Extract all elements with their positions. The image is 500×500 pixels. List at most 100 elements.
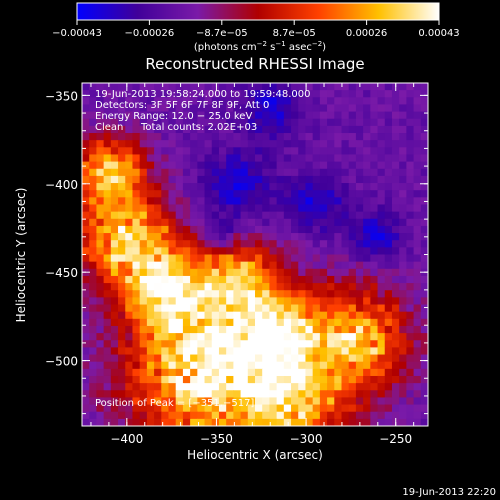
heatmap-cell — [269, 297, 278, 306]
heatmap-cell — [420, 240, 428, 248]
heatmap-cell — [161, 140, 170, 148]
heatmap-cell — [319, 390, 328, 399]
heatmap-cell — [348, 311, 357, 320]
heatmap-cell — [103, 83, 112, 91]
heatmap-cell — [276, 240, 285, 248]
heatmap-cell — [218, 233, 227, 241]
heatmap-cell — [413, 168, 422, 177]
heatmap-cell — [247, 340, 256, 348]
heatmap-cell — [161, 275, 170, 284]
heatmap-cell — [247, 361, 256, 370]
heatmap-cell — [334, 404, 343, 413]
heatmap-cell — [154, 211, 162, 220]
heatmap-cell — [399, 290, 407, 298]
heatmap-cell — [82, 218, 90, 227]
heatmap-cell — [226, 161, 234, 170]
heatmap-cell — [175, 254, 184, 263]
x-tick-label: −400 — [110, 432, 143, 446]
heatmap-cell — [406, 125, 415, 134]
heatmap-cell — [146, 290, 155, 298]
heatmap-cell — [182, 161, 191, 170]
heatmap-cell — [96, 383, 105, 391]
heatmap-cell — [146, 125, 155, 134]
heatmap-cell — [146, 175, 155, 184]
heatmap-cell — [420, 175, 428, 184]
heatmap-cell — [96, 211, 105, 220]
heatmap-cell — [154, 197, 162, 206]
heatmap-cell — [103, 211, 112, 220]
heatmap-cell — [413, 161, 422, 170]
heatmap-cell — [139, 411, 148, 420]
heatmap-cell — [197, 154, 206, 163]
heatmap-cell — [291, 183, 299, 191]
heatmap-cell — [182, 125, 191, 134]
heatmap-cell — [168, 290, 177, 298]
heatmap-cell — [420, 133, 428, 141]
heatmap-cell — [413, 354, 422, 363]
heatmap-cell — [197, 168, 206, 177]
heatmap-cell — [377, 168, 386, 177]
heatmap-cell — [240, 275, 249, 284]
heatmap-cell — [298, 225, 307, 234]
heatmap-cell — [89, 118, 98, 127]
heatmap-cell — [334, 197, 343, 206]
heatmap-cell — [125, 190, 134, 198]
heatmap-cell — [211, 247, 220, 256]
heatmap-cell — [413, 190, 422, 198]
heatmap-cell — [384, 154, 393, 163]
heatmap-cell — [420, 190, 428, 198]
heatmap-cell — [247, 290, 256, 298]
heatmap-cell — [175, 211, 184, 220]
heatmap-cell — [413, 125, 422, 134]
heatmap-cell — [377, 197, 386, 206]
heatmap-cell — [139, 168, 148, 177]
heatmap-cell — [283, 361, 292, 370]
heatmap-cell — [391, 118, 400, 127]
heatmap-cell — [240, 161, 249, 170]
heatmap-cell — [305, 404, 314, 413]
heatmap-cell — [182, 154, 191, 163]
heatmap-cell — [182, 104, 191, 113]
heatmap-cell — [89, 154, 98, 163]
heatmap-cell — [89, 254, 98, 263]
heatmap-cell — [175, 104, 184, 113]
heatmap-cell — [139, 90, 148, 98]
heatmap-cell — [355, 125, 364, 134]
heatmap-cell — [255, 254, 263, 263]
heatmap-cell — [125, 104, 134, 113]
heatmap-cell — [161, 418, 170, 426]
heatmap-cell — [312, 318, 321, 327]
heatmap-cell — [298, 368, 307, 377]
heatmap-cell — [283, 218, 292, 227]
heatmap-cell — [175, 404, 184, 413]
heatmap-cell — [182, 83, 191, 91]
heatmap-cell — [391, 125, 400, 134]
heatmap-cell — [312, 404, 321, 413]
heatmap-cell — [348, 247, 357, 256]
heatmap-cell — [255, 368, 263, 377]
heatmap-cell — [355, 90, 364, 98]
heatmap-cell — [363, 140, 371, 148]
heatmap-cell — [218, 133, 227, 141]
heatmap-cell — [139, 104, 148, 113]
heatmap-cell — [146, 404, 155, 413]
heatmap-cell — [82, 225, 90, 234]
heatmap-cell — [132, 283, 141, 291]
heatmap-cell — [204, 190, 213, 198]
heatmap-cell — [139, 354, 148, 363]
heatmap-cell — [226, 304, 234, 313]
heatmap-cell — [363, 154, 371, 163]
heatmap-cell — [391, 361, 400, 370]
heatmap-cell — [240, 247, 249, 256]
heatmap-cell — [118, 104, 126, 113]
heatmap-cell — [146, 275, 155, 284]
heatmap-cell — [89, 211, 98, 220]
heatmap-cell — [355, 218, 364, 227]
heatmap-cell — [125, 411, 134, 420]
heatmap-cell — [341, 411, 350, 420]
heatmap-cell — [334, 90, 343, 98]
heatmap-cell — [391, 225, 400, 234]
heatmap-cell — [384, 297, 393, 306]
heatmap-cell — [161, 83, 170, 91]
heatmap-cell — [348, 147, 357, 156]
